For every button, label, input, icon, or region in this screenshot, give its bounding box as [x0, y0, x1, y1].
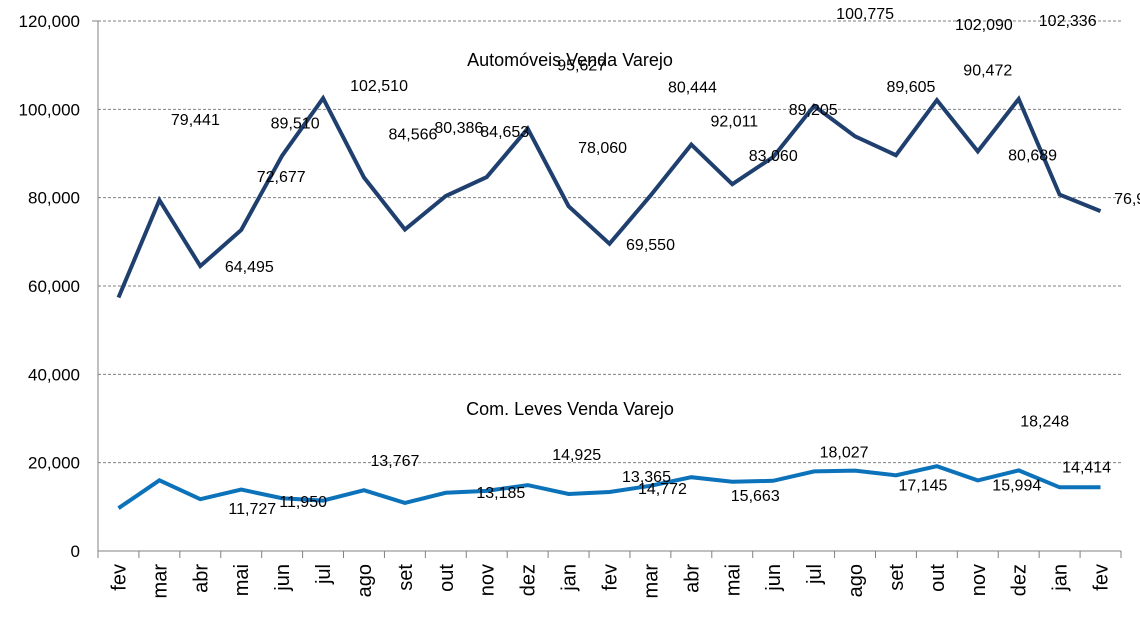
data-label: 18,248	[1020, 413, 1069, 430]
gridlines	[98, 20, 1121, 464]
x-tick-label: ago	[845, 564, 867, 597]
x-tick-label: abr	[681, 564, 703, 593]
x-tick-label: jul	[804, 564, 826, 585]
data-label: 84,653	[480, 124, 529, 141]
data-label: 89,510	[271, 116, 320, 133]
data-label: 15,663	[731, 488, 780, 505]
data-label: 11,950	[279, 494, 327, 511]
y-tick-label: 20,000	[28, 454, 80, 473]
x-tick-label: jun	[272, 564, 294, 592]
x-tick-label: abr	[190, 564, 212, 593]
data-label: 95,627	[557, 58, 606, 75]
data-label: 102,090	[955, 17, 1013, 34]
x-tick-label: mai	[722, 564, 744, 596]
y-tick-label: 100,000	[19, 100, 80, 119]
x-tick-label: nov	[477, 564, 499, 596]
x-tick-label: nov	[968, 564, 990, 596]
x-tick-label: out	[927, 564, 949, 592]
x-tick-label: mai	[231, 564, 253, 596]
data-label: 80,444	[668, 80, 717, 97]
data-label: 13,365	[622, 469, 671, 486]
y-tick-label: 120,000	[19, 12, 80, 31]
data-label: 89,605	[886, 79, 935, 96]
series-lines	[116, 94, 1102, 510]
data-label: 18,027	[820, 444, 869, 461]
series-title-com-leves: Com. Leves Venda Varejo	[466, 399, 674, 419]
y-tick-label: 40,000	[28, 365, 80, 384]
x-tick-label: jan	[1050, 564, 1072, 592]
data-label: 102,336	[1039, 13, 1097, 30]
axes: 0 20,000 40,000 60,000 80,000 100,000 120,000 f…	[19, 12, 1122, 599]
data-label: 64,495	[225, 259, 274, 276]
data-label: 90,472	[963, 62, 1012, 79]
data-label: 100,775	[836, 6, 894, 23]
series-title-automoveis: Automóveis Venda Varejo	[467, 50, 673, 70]
data-label: 13,767	[371, 453, 420, 470]
x-tick-label: dez	[518, 564, 540, 596]
data-label: 78,060	[578, 140, 627, 157]
data-label: 80,689	[1008, 148, 1057, 165]
x-tick-label: set	[886, 564, 908, 591]
data-label: 13,185	[476, 485, 525, 502]
data-label: 92,011	[710, 114, 758, 131]
data-label: 17,145	[898, 477, 947, 494]
data-label: 15,994	[992, 477, 1041, 494]
data-labels: 79,44164,49572,67789,510102,51084,56680,…	[171, 6, 1140, 518]
y-tick-label: 0	[71, 542, 80, 561]
data-label: 69,550	[626, 237, 675, 254]
data-label: 79,441	[171, 112, 220, 129]
data-label: 102,510	[350, 78, 408, 95]
data-label: 14,925	[552, 447, 601, 464]
y-tick-label: 80,000	[28, 189, 80, 208]
x-tick-label: jan	[559, 564, 581, 592]
x-tick-label: ago	[354, 564, 376, 597]
data-label: 72,677	[257, 169, 306, 186]
data-label: 84,566	[389, 127, 438, 144]
x-tick-label: set	[395, 564, 417, 591]
x-tick-label: mar	[149, 564, 171, 599]
x-tick-label: fev	[1091, 564, 1113, 591]
x-tick-label: out	[436, 564, 458, 592]
x-tick-label: fev	[108, 564, 130, 591]
data-label: 80,386	[434, 120, 483, 137]
data-label: 11,727	[228, 501, 276, 518]
data-label: 14,414	[1062, 459, 1111, 476]
data-label: 89,205	[789, 102, 838, 119]
data-label: 83,060	[749, 148, 798, 165]
y-tick-label: 60,000	[28, 277, 80, 296]
data-label: 14,772	[638, 481, 687, 498]
data-label: 76,968	[1114, 191, 1140, 208]
x-tick-label: mar	[640, 564, 662, 599]
x-tick-label: jul	[313, 564, 335, 585]
x-tick-label: jun	[763, 564, 785, 592]
x-tick-label: fev	[600, 564, 622, 591]
x-tick-label: dez	[1009, 564, 1031, 596]
